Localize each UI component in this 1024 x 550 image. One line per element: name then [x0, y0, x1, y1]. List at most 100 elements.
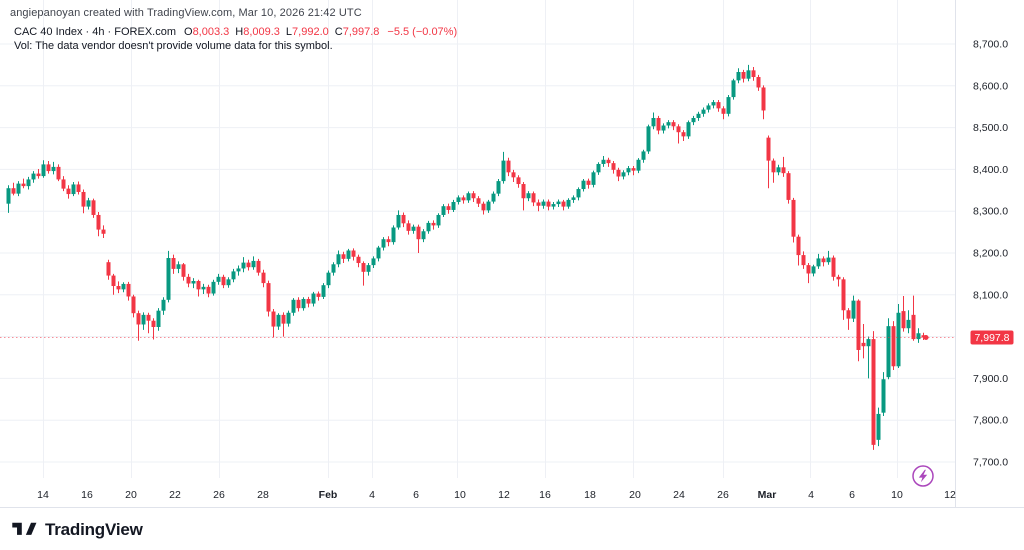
- candle-body[interactable]: [311, 293, 316, 304]
- candle-body[interactable]: [416, 226, 421, 240]
- candle-body[interactable]: [81, 191, 86, 207]
- candle-body[interactable]: [786, 173, 791, 200]
- candle-body[interactable]: [221, 276, 226, 286]
- candle-body[interactable]: [326, 272, 331, 286]
- candle-body[interactable]: [471, 193, 476, 199]
- candle-body[interactable]: [11, 188, 16, 194]
- candle-body[interactable]: [776, 167, 781, 173]
- candle-body[interactable]: [101, 229, 106, 234]
- candle-body[interactable]: [646, 126, 651, 152]
- candle-body[interactable]: [431, 222, 436, 226]
- candle-body[interactable]: [71, 184, 76, 195]
- candle-body[interactable]: [306, 298, 311, 304]
- candle-body[interactable]: [76, 184, 81, 192]
- candle-body[interactable]: [686, 122, 691, 137]
- candle-body[interactable]: [96, 214, 101, 230]
- candle-body[interactable]: [901, 311, 906, 329]
- candle-body[interactable]: [571, 197, 576, 200]
- candle-body[interactable]: [61, 179, 66, 189]
- candle-body[interactable]: [576, 189, 581, 198]
- candle-body[interactable]: [846, 310, 851, 319]
- candle-body[interactable]: [516, 177, 521, 185]
- candle-body[interactable]: [461, 197, 466, 201]
- candle-body[interactable]: [351, 250, 356, 257]
- candle-body[interactable]: [156, 310, 161, 327]
- candle-body[interactable]: [161, 299, 166, 311]
- candle-body[interactable]: [691, 117, 696, 123]
- candle-body[interactable]: [641, 151, 646, 160]
- candle-body[interactable]: [391, 227, 396, 243]
- candle-body[interactable]: [426, 222, 431, 232]
- candle-body[interactable]: [136, 313, 141, 325]
- candle-body[interactable]: [651, 117, 656, 127]
- candle-body[interactable]: [791, 199, 796, 237]
- candle-body[interactable]: [821, 258, 826, 263]
- candle-body[interactable]: [716, 102, 721, 109]
- candle-body[interactable]: [851, 300, 856, 319]
- symbol-title[interactable]: CAC 40 Index · 4h · FOREX.com: [14, 26, 176, 38]
- candle-body[interactable]: [701, 109, 706, 114]
- candle-body[interactable]: [121, 283, 126, 290]
- candle-body[interactable]: [726, 97, 731, 114]
- candle-body[interactable]: [166, 258, 171, 300]
- candle-body[interactable]: [756, 77, 761, 88]
- candle-body[interactable]: [286, 312, 291, 324]
- last-price-badge[interactable]: [970, 330, 1014, 345]
- candle-body[interactable]: [796, 236, 801, 256]
- candle-body[interactable]: [761, 87, 766, 111]
- candle-body[interactable]: [346, 250, 351, 259]
- candle-body[interactable]: [566, 199, 571, 207]
- candle-body[interactable]: [841, 279, 846, 311]
- candle-body[interactable]: [741, 72, 746, 79]
- candle-body[interactable]: [906, 319, 911, 329]
- candle-body[interactable]: [596, 163, 601, 173]
- candle-body[interactable]: [46, 164, 51, 172]
- tradingview-logo-text[interactable]: TradingView: [45, 519, 143, 539]
- candle-body[interactable]: [876, 413, 881, 440]
- candle-body[interactable]: [361, 263, 366, 272]
- candle-body[interactable]: [291, 299, 296, 313]
- candle-body[interactable]: [476, 198, 481, 204]
- candle-body[interactable]: [226, 279, 231, 286]
- candle-body[interactable]: [706, 105, 711, 110]
- candle-body[interactable]: [111, 275, 116, 287]
- candle-body[interactable]: [611, 163, 616, 170]
- candle-body[interactable]: [56, 166, 61, 180]
- candle-body[interactable]: [581, 180, 586, 190]
- candle-body[interactable]: [861, 342, 866, 347]
- candle-body[interactable]: [591, 172, 596, 185]
- candle-body[interactable]: [91, 200, 96, 215]
- candle-body[interactable]: [186, 276, 191, 284]
- candle-body[interactable]: [116, 286, 121, 290]
- candle-body[interactable]: [881, 379, 886, 413]
- candle-body[interactable]: [811, 266, 816, 274]
- candle-body[interactable]: [456, 197, 461, 203]
- candle-body[interactable]: [521, 184, 526, 199]
- candle-body[interactable]: [671, 122, 676, 127]
- candle-body[interactable]: [836, 276, 841, 280]
- candle-body[interactable]: [676, 126, 681, 133]
- candle-body[interactable]: [66, 188, 71, 195]
- candle-body[interactable]: [376, 247, 381, 259]
- candle-body[interactable]: [26, 179, 31, 187]
- candle-body[interactable]: [206, 286, 211, 294]
- candle-body[interactable]: [501, 160, 506, 182]
- candle-body[interactable]: [491, 193, 496, 202]
- candle-body[interactable]: [321, 285, 326, 297]
- candle-body[interactable]: [466, 193, 471, 201]
- candle-body[interactable]: [546, 201, 551, 207]
- candle-body[interactable]: [211, 281, 216, 294]
- candle-body[interactable]: [586, 180, 591, 185]
- candle-body[interactable]: [446, 206, 451, 210]
- candle-body[interactable]: [711, 102, 716, 106]
- candle-body[interactable]: [6, 188, 11, 204]
- candle-body[interactable]: [261, 272, 266, 284]
- candle-body[interactable]: [746, 70, 751, 79]
- candle-body[interactable]: [151, 320, 156, 327]
- candle-body[interactable]: [806, 265, 811, 274]
- candle-body[interactable]: [356, 256, 361, 264]
- candle-body[interactable]: [481, 203, 486, 211]
- candle-body[interactable]: [616, 169, 621, 177]
- candle-body[interactable]: [766, 137, 771, 161]
- candle-body[interactable]: [171, 258, 176, 269]
